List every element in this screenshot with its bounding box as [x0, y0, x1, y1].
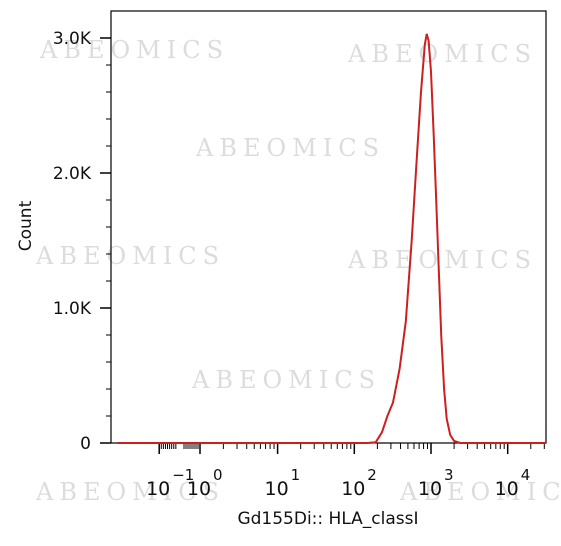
x-tick-label: 10 [418, 478, 442, 500]
y-tick-label: 0 [80, 434, 91, 454]
x-tick-exponent: 0 [213, 466, 223, 484]
y-tick-label: 2.0K [53, 164, 92, 184]
x-tick-exponent: −1 [172, 466, 194, 484]
watermark-layer: ABEOMICS ABEOMICS ABEOMICS ABEOMICS ABEOMICS… [35, 36, 561, 506]
watermark-text: ABEOMICS [347, 40, 537, 68]
y-axis: 0 1.0K 2.0K 3.0K [53, 29, 111, 454]
x-tick-exponent: 4 [521, 466, 531, 484]
x-tick-label: 10 [265, 478, 289, 500]
x-tick-label: 10 [187, 478, 211, 500]
watermark-text: ABEOMICS [35, 478, 225, 506]
y-tick-label: 1.0K [53, 299, 92, 319]
x-tick-label: 10 [341, 478, 365, 500]
x-tick-exponent: 2 [367, 466, 377, 484]
watermark-text: ABEOMICS [347, 246, 537, 274]
x-tick-exponent: 1 [291, 466, 301, 484]
watermark-text: ABEOMICS [191, 366, 381, 394]
watermark-text: ABEOMICS [35, 242, 225, 270]
y-tick-label: 3.0K [53, 29, 92, 49]
x-tick-label: 10 [495, 478, 519, 500]
y-axis-label: Count [16, 200, 36, 251]
watermark-text: ABEOMICS [39, 36, 229, 64]
watermark-text: ABEOMICS [399, 478, 561, 506]
x-tick-label: 10 [146, 478, 170, 500]
histogram-curve [117, 33, 546, 444]
x-tick-exponent: 3 [444, 466, 454, 484]
x-axis-label: Gd155Di:: HLA_classI [237, 509, 418, 529]
watermark-text: ABEOMICS [195, 134, 385, 162]
